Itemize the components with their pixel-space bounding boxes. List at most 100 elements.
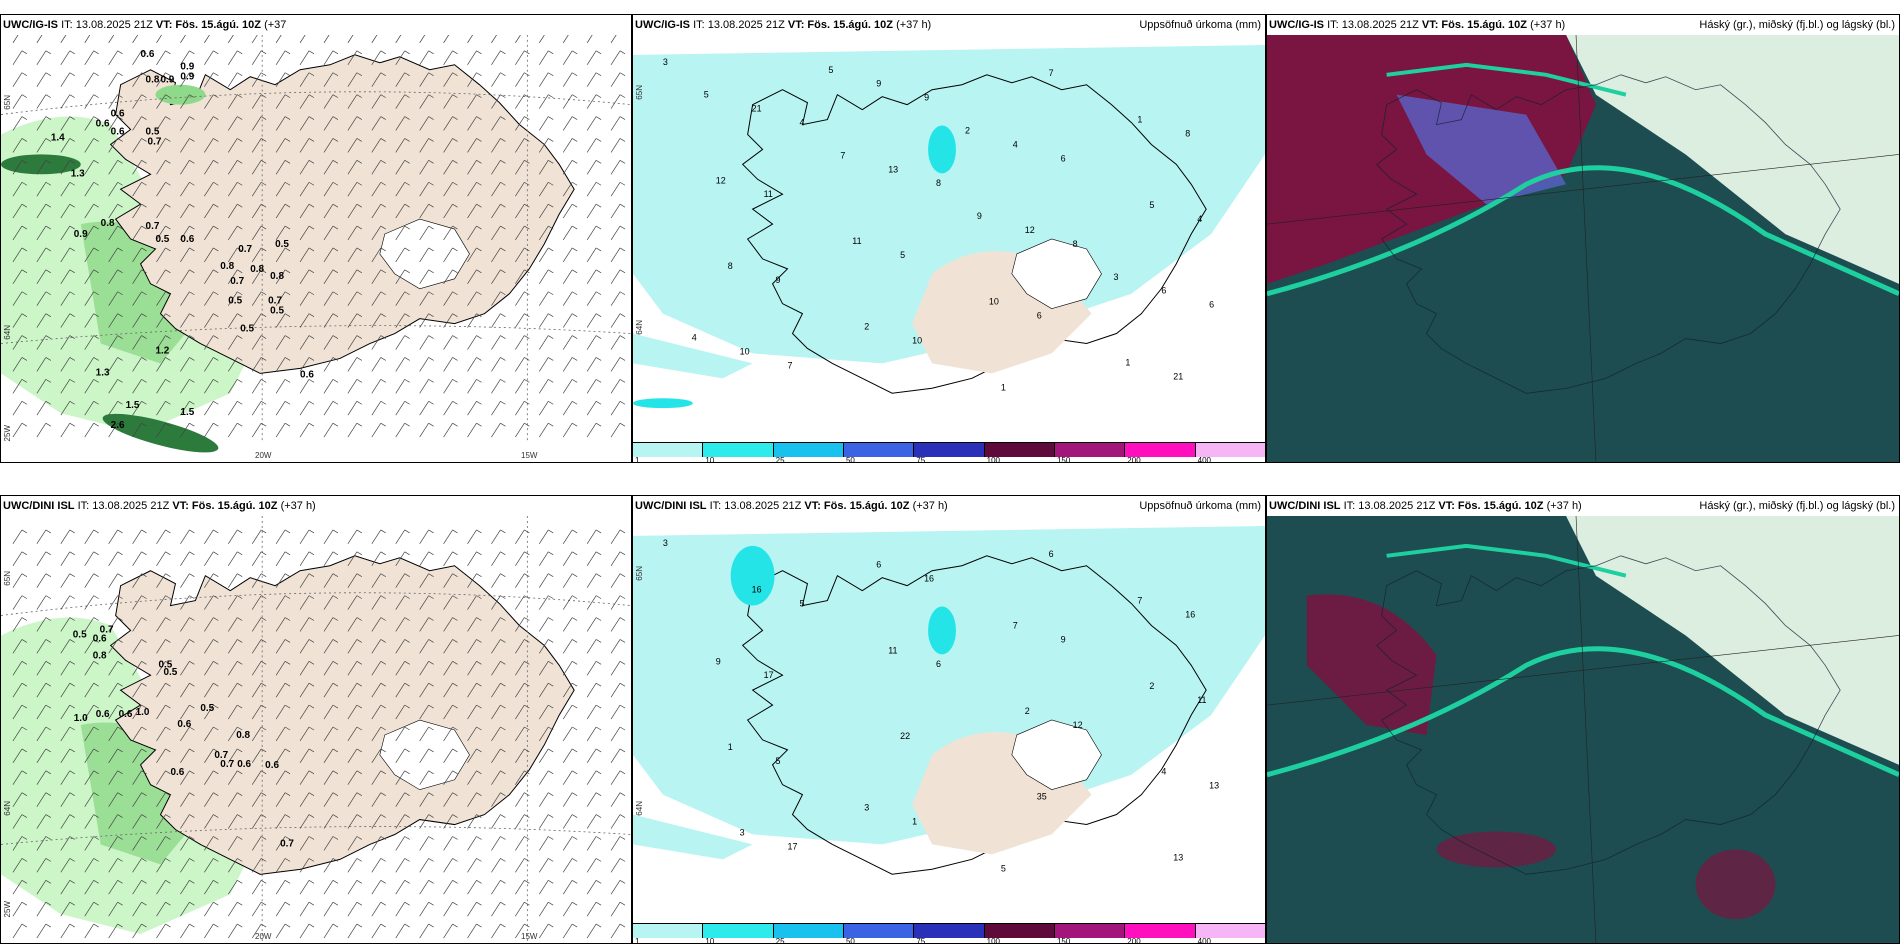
precip-value-label: 22 [900, 731, 910, 741]
wind-barb [491, 573, 506, 588]
wind-barb [204, 138, 219, 153]
wind-barb [491, 704, 506, 720]
precip-value-label: 7 [1013, 620, 1018, 630]
wind-barb [275, 617, 291, 632]
wind-barb [395, 551, 410, 566]
wind-barb [60, 160, 75, 175]
wind-barb [467, 50, 482, 65]
precip-value-label: 6 [936, 659, 941, 669]
wind-barb [108, 269, 123, 284]
wind-barb [299, 792, 315, 807]
wind-barb [395, 422, 410, 438]
wind-barb [586, 792, 602, 807]
wind-barb [443, 181, 458, 197]
precip-value-label: 3 [740, 827, 745, 837]
wind-barb [60, 923, 75, 939]
wind-barb [419, 225, 434, 241]
wind-barb [36, 923, 52, 939]
wind-barb [204, 94, 219, 109]
wind-barb [299, 181, 315, 197]
wind-barb [443, 858, 458, 873]
wind-barb [395, 313, 410, 328]
wind-barb [443, 551, 458, 566]
wind-barb [491, 901, 506, 917]
wind-barb [275, 529, 291, 545]
wind-barb [299, 529, 315, 545]
panel-title: UWC/IG-IS IT: 13.08.2025 21Z VT: Fös. 15… [3, 15, 286, 35]
wind-barb [347, 72, 363, 87]
wind-barb [132, 400, 147, 416]
wind-barb [132, 923, 147, 939]
wind-barb [323, 661, 339, 676]
precip-value-label: 17 [764, 670, 774, 680]
colorbar-tick-label: 400 [1197, 937, 1211, 944]
wind-barb [586, 573, 602, 588]
wind-barb [84, 269, 99, 284]
precip-value-label: 9 [876, 79, 881, 89]
wind-barb [467, 225, 482, 241]
wind-barb [156, 595, 171, 610]
wind-barb [275, 748, 291, 764]
wind-barb [132, 858, 147, 873]
wind-barb [180, 836, 195, 851]
wind-barb [562, 792, 578, 807]
wind-value-label: 1.3 [71, 168, 85, 179]
wind-barb [323, 595, 339, 610]
wind-barb [347, 617, 363, 632]
wind-barb [538, 836, 554, 851]
wind-barb [610, 814, 626, 829]
precip-value-label: 11 [888, 645, 897, 655]
wind-barb [586, 551, 602, 566]
wind-barb [395, 529, 410, 545]
wind-barb [84, 836, 99, 851]
iceland-outline [741, 74, 1207, 394]
wind-barb [60, 792, 75, 807]
wind-barb [275, 573, 291, 588]
wind-barb [299, 94, 315, 109]
wind-barb [251, 203, 267, 219]
wind-barb [180, 72, 195, 87]
wind-barb [610, 617, 626, 632]
wind-barb [538, 335, 554, 350]
wind-barb [108, 814, 123, 829]
wind-barb [36, 836, 52, 851]
wind-barb [180, 291, 195, 306]
wind-barb [227, 836, 243, 851]
wind-barb [515, 704, 530, 720]
colorbar: 1 10 25 50 75 100 150 200 400 [633, 442, 1265, 462]
wind-barb [180, 94, 195, 109]
wind-value-label: 0.5 [158, 659, 172, 670]
wind-barb [180, 269, 195, 284]
wind-barb [12, 704, 28, 720]
wind-value-label: 0.5 [270, 306, 284, 317]
wind-barb [371, 770, 386, 785]
wind-barb [204, 661, 219, 676]
wind-barb [586, 247, 602, 263]
wind-barb [227, 617, 243, 632]
wind-barb [467, 357, 482, 372]
colorbar-tick-label: 200 [1127, 456, 1141, 463]
mid-cloud-area [1396, 94, 1567, 205]
wind-barb [538, 814, 554, 829]
wind-barb [586, 529, 602, 545]
precip-value-label: 2 [1025, 706, 1030, 716]
wind-barb [275, 704, 291, 720]
wind-barb [275, 879, 291, 895]
wind-barb [586, 639, 602, 654]
wind-value-label: 1.5 [126, 400, 140, 411]
wind-barb [227, 879, 243, 895]
wind-barb [132, 72, 147, 87]
wind-barb [538, 291, 554, 306]
wind-barb [467, 551, 482, 566]
wind-barb [204, 160, 219, 175]
wind-barb [371, 639, 386, 654]
wind-barb [538, 422, 554, 438]
wind-barb [562, 748, 578, 764]
wind-barb [562, 247, 578, 263]
wind-barb [395, 682, 410, 698]
wind-barb [132, 879, 147, 895]
wind-barb [586, 770, 602, 785]
wind-value-label: 0.6 [300, 369, 314, 380]
wind-barb [419, 138, 434, 153]
wind-barb [610, 595, 626, 610]
